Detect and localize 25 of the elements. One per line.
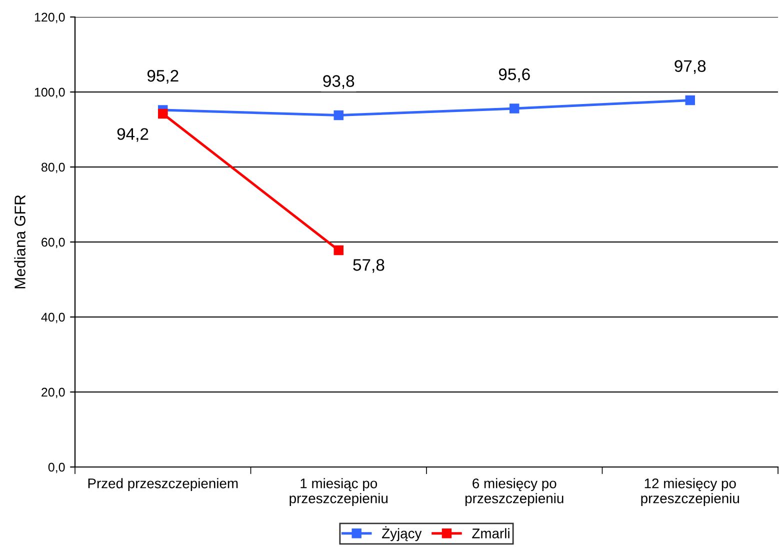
y-tick-label: 60,0 [42,238,65,248]
data-label: 95,6 [498,68,530,82]
y-tick-label: 0,0 [48,462,65,474]
data-label: 97,8 [674,60,706,74]
x-tick-label: 1 miesiąc po przeszczepieniu [290,478,388,506]
data-label: 95,2 [147,70,178,84]
data-label: 57,8 [353,259,384,273]
point [158,108,168,119]
y-axis-title: Mediana GFR [14,195,26,288]
point [685,95,695,106]
x-tick-label: Przed przeszczepieniem [88,478,238,492]
legend-label: Żyjący [382,526,422,542]
point [334,110,344,120]
point [334,245,344,256]
y-tick-label: 80,0 [41,162,65,174]
x-tick-label: 6 miesięcy po przeszczepieniu [465,478,564,506]
y-tick-label: 100,0 [34,88,65,98]
y-tick-label: 40,0 [41,312,65,324]
x-tick-label: 12 miesięcy po przeszczepieniu [641,478,739,506]
y-tick-label: 120,0 [34,12,65,24]
data-label: 93,8 [323,75,354,89]
y-tick-label: 20,0 [42,388,65,398]
legend-label: Zmarli [472,528,510,538]
data-label: 94,2 [117,128,148,142]
point [510,104,520,114]
